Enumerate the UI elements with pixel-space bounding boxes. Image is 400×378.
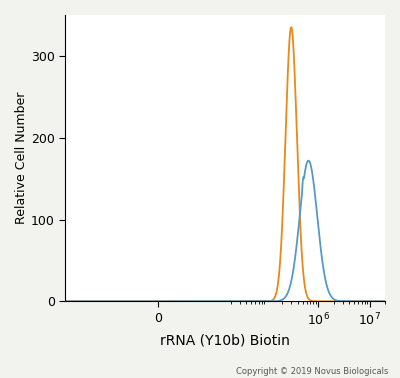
Y-axis label: Relative Cell Number: Relative Cell Number (15, 92, 28, 224)
X-axis label: rRNA (Y10b) Biotin: rRNA (Y10b) Biotin (160, 334, 290, 348)
Text: Copyright © 2019 Novus Biologicals: Copyright © 2019 Novus Biologicals (236, 367, 388, 376)
